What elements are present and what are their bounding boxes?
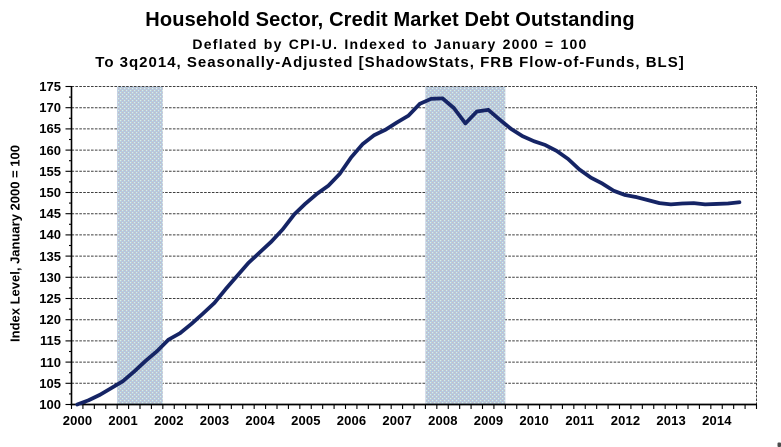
x-tick-label: 2006 [336, 412, 367, 428]
y-tick-label: 120 [39, 312, 61, 328]
gridlines [71, 107, 757, 384]
x-tick-label: 2001 [108, 412, 138, 428]
chart-title: Household Sector, Credit Market Debt Out… [145, 9, 635, 31]
y-tick-label: 140 [39, 227, 61, 243]
x-tick-label: 2012 [610, 412, 641, 428]
corner-artifact [777, 442, 781, 447]
y-tick-label: 175 [39, 79, 61, 94]
y-tick-label: 110 [40, 354, 61, 370]
x-tick-label: 2007 [382, 412, 412, 428]
plot-border [71, 86, 757, 405]
y-tick-label: 145 [39, 206, 61, 222]
x-tick-label: 2004 [245, 412, 275, 428]
y-tick-label: 135 [39, 248, 61, 264]
y-tick-label: 150 [39, 185, 61, 200]
y-tick-label: 125 [39, 291, 61, 306]
y-tick-label: 105 [39, 375, 61, 391]
y-tick-label: 130 [39, 269, 61, 285]
y-tick-label: 170 [39, 100, 61, 116]
y-tick-label: 165 [39, 121, 61, 137]
x-tick-label: 2013 [656, 412, 686, 428]
data-line [75, 96, 742, 407]
x-tick-label: 2010 [519, 412, 549, 428]
y-tick-label: 155 [39, 163, 61, 179]
axes [70, 86, 757, 406]
y-tick-label: 100 [39, 397, 61, 412]
recession-band-1 [117, 86, 163, 405]
x-tick-label: 2003 [199, 412, 230, 428]
x-tick-label: 2014 [702, 412, 732, 428]
chart-subtitle-1: Deflated by CPI-U. Indexed to January 20… [192, 36, 588, 52]
x-tick-label: 2009 [473, 412, 504, 428]
x-tick-label: 2002 [154, 412, 184, 428]
x-tick-label: 2005 [291, 412, 321, 428]
y-tick-label: 160 [39, 142, 61, 158]
chart-subtitle-2: To 3q2014, Seasonally-Adjusted [ShadowSt… [95, 54, 685, 71]
x-tick-label: 2008 [428, 412, 458, 428]
recession-band-2 [425, 86, 506, 405]
x-tick-label: 2011 [565, 412, 595, 428]
y-tick-label: 115 [40, 333, 61, 349]
tick-marks [65, 85, 758, 409]
x-tick-label: 2000 [62, 412, 93, 428]
